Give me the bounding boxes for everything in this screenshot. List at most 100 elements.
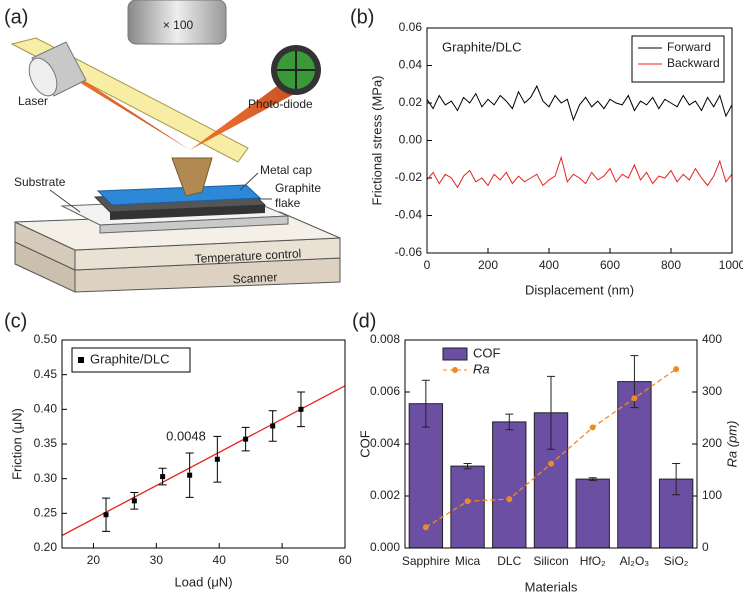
laser-face bbox=[28, 57, 58, 97]
error-bar bbox=[672, 463, 681, 496]
point bbox=[131, 498, 137, 504]
x-tick-label: Silicon bbox=[533, 554, 568, 568]
x-tick-label: 0 bbox=[424, 258, 431, 272]
legend-label: Ra bbox=[473, 361, 490, 376]
y-tick-label: 0.002 bbox=[370, 488, 400, 502]
y2-tick-label: 0 bbox=[702, 540, 709, 554]
axes-frame bbox=[426, 27, 733, 254]
y-tick-label: 0.25 bbox=[34, 506, 58, 520]
legend-marker bbox=[452, 367, 458, 373]
error-bar bbox=[463, 463, 472, 470]
error-bar bbox=[421, 379, 430, 428]
point bbox=[243, 436, 249, 442]
leader bbox=[239, 172, 259, 191]
x-tick-label: 600 bbox=[600, 258, 620, 272]
legend-marker bbox=[78, 357, 84, 363]
y-tick-label: 0.006 bbox=[370, 384, 400, 398]
y-tick-label: 0.008 bbox=[370, 332, 400, 346]
y-tick-label: 0.000 bbox=[370, 540, 400, 554]
y2-tick-label: 200 bbox=[702, 436, 722, 450]
point bbox=[631, 395, 638, 402]
y-tick-label: 0.50 bbox=[34, 332, 58, 346]
y-tick-label: 0.04 bbox=[399, 58, 423, 72]
x-tick-label: 40 bbox=[213, 553, 227, 567]
x-axis-label: Materials bbox=[525, 579, 578, 594]
x-tick-label: 60 bbox=[338, 553, 352, 567]
flake-label: flake bbox=[275, 196, 301, 210]
y2-axis-label: Ra (pm) bbox=[724, 421, 739, 468]
x-tick-label: Al₂O₃ bbox=[620, 554, 650, 568]
point bbox=[589, 424, 596, 431]
line bbox=[426, 84, 733, 122]
annotation: 0.0048 bbox=[166, 428, 206, 443]
metal-cap-label: Metal cap bbox=[260, 163, 312, 177]
error-bar bbox=[588, 477, 597, 481]
x-tick-label: Sapphire bbox=[402, 554, 450, 568]
bar bbox=[450, 465, 485, 549]
legend-marker bbox=[442, 347, 468, 361]
panel-label: (d) bbox=[352, 310, 376, 332]
legend-box bbox=[631, 35, 725, 83]
y-tick-label: 0.004 bbox=[370, 436, 400, 450]
substrate-front bbox=[99, 215, 289, 234]
legend-label: Forward bbox=[667, 40, 711, 54]
point bbox=[422, 524, 429, 531]
panel-label: (a) bbox=[4, 6, 28, 28]
point bbox=[673, 366, 680, 373]
bar bbox=[492, 421, 527, 549]
flake-label: Graphite bbox=[275, 181, 321, 195]
x-tick-label: 30 bbox=[150, 553, 164, 567]
y-tick-label: 0.02 bbox=[399, 95, 423, 109]
y-tick-label: 0.45 bbox=[34, 367, 58, 381]
axes-frame bbox=[404, 339, 698, 549]
y-tick-label: 0.00 bbox=[399, 133, 423, 147]
y2-tick-label: 100 bbox=[702, 488, 722, 502]
objective bbox=[127, 0, 227, 45]
y-tick-label: 0.40 bbox=[34, 402, 58, 416]
line bbox=[426, 155, 733, 189]
y-tick-label: 0.20 bbox=[34, 540, 58, 554]
laser-label: Laser bbox=[18, 94, 48, 108]
substrate-label: Substrate bbox=[14, 175, 66, 189]
point bbox=[270, 423, 276, 429]
x-tick-label: 800 bbox=[661, 258, 681, 272]
x-axis-label: Displacement (nm) bbox=[525, 282, 634, 297]
legend-label: Graphite/DLC bbox=[90, 351, 169, 366]
y-tick-label: -0.04 bbox=[395, 208, 423, 222]
y-axis-label: Friction (μN) bbox=[9, 408, 24, 480]
fit-line bbox=[61, 385, 346, 537]
point bbox=[464, 498, 471, 505]
x-tick-label: 1000 bbox=[719, 258, 743, 272]
x-tick-label: Mica bbox=[455, 554, 481, 568]
point bbox=[548, 460, 554, 467]
y-tick-label: 0.06 bbox=[399, 20, 423, 34]
y-tick-label: -0.02 bbox=[395, 170, 423, 184]
y-axis-label: COF bbox=[357, 430, 372, 458]
x-tick-label: 20 bbox=[87, 553, 101, 567]
x-tick-label: 50 bbox=[275, 553, 289, 567]
x-tick-label: HfO₂ bbox=[580, 554, 606, 568]
point bbox=[103, 512, 109, 518]
photodiode-split bbox=[277, 51, 315, 89]
reflected-beam bbox=[190, 78, 298, 150]
panel-label: (b) bbox=[350, 6, 374, 28]
point bbox=[506, 496, 513, 503]
point bbox=[160, 474, 166, 480]
bar bbox=[575, 478, 610, 549]
y-tick-label: 0.30 bbox=[34, 471, 58, 485]
panel-label: (c) bbox=[4, 310, 27, 332]
scanner-label: Scanner bbox=[232, 270, 277, 286]
y-axis-label: Frictional stress (MPa) bbox=[369, 75, 384, 205]
objective-label: × 100 bbox=[163, 18, 194, 32]
point bbox=[214, 456, 220, 462]
temperature-label: Temperature control bbox=[194, 246, 301, 266]
photodiode-label: Photo-diode bbox=[248, 97, 313, 111]
point bbox=[187, 472, 193, 478]
legend-label: Backward bbox=[667, 56, 720, 70]
legend-label: COF bbox=[473, 345, 501, 360]
point bbox=[298, 406, 304, 412]
y-tick-label: -0.06 bbox=[395, 245, 423, 259]
x-tick-label: 400 bbox=[539, 258, 559, 272]
error-bar bbox=[547, 375, 555, 450]
